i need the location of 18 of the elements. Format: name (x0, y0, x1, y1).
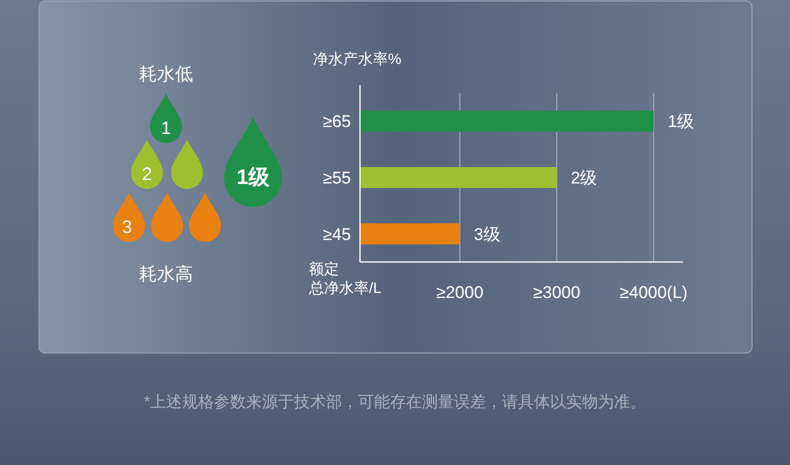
y-tick-label: ≥65 (322, 112, 351, 132)
ref-line-label: ≥3000 (533, 283, 580, 302)
text: *上述规格参数来源于技术部，可能存在测量误差，请具体以实物为准。 (144, 393, 646, 411)
text: 3 (122, 217, 132, 237)
y-axis-title: 净水产水率% (313, 51, 402, 68)
text: 1 (160, 118, 172, 138)
ref-line-label: ≥2000 (436, 283, 484, 302)
annotation: 1级 (668, 112, 694, 132)
text: 耗水高 (139, 264, 193, 284)
text: 2 (142, 164, 152, 184)
text: 1级 (236, 166, 270, 189)
x-axis-title: 额定总净水率/L (308, 261, 382, 297)
annotation: 3级 (474, 224, 500, 244)
text: 耗水低 (139, 64, 193, 84)
y-tick-label: ≥45 (322, 224, 351, 244)
y-tick-label: ≥55 (322, 168, 351, 188)
ref-line-label: ≥4000(L) (620, 283, 688, 302)
annotation: 2级 (570, 168, 598, 188)
